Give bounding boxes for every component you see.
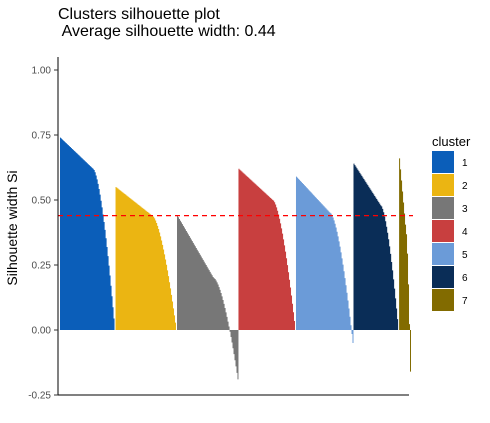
legend-key-6 <box>432 266 454 288</box>
cluster-2-bars <box>115 187 177 330</box>
chart-title: Clusters silhouette plot <box>58 6 220 23</box>
legend-label-4: 4 <box>462 227 468 238</box>
legend-label-5: 5 <box>462 250 468 261</box>
cluster-1-bars <box>60 137 116 330</box>
legend-key-4 <box>432 220 454 242</box>
cluster-5-bars <box>295 176 354 343</box>
legend-label-1: 1 <box>462 158 468 169</box>
legend-key-1 <box>432 151 454 173</box>
legend-key-7 <box>432 289 454 311</box>
cluster-4-bars <box>238 168 296 330</box>
legend-label-2: 2 <box>462 181 468 192</box>
chart-subtitle: Average silhouette width: 0.44 <box>58 23 276 40</box>
cluster-7-bars <box>399 158 411 372</box>
y-tick-label: 0.00 <box>32 326 52 337</box>
legend-key-5 <box>432 243 454 265</box>
y-tick-label: 0.50 <box>32 196 52 207</box>
legend-label-3: 3 <box>462 204 468 215</box>
legend-key-2 <box>432 174 454 196</box>
y-tick-label: -0.25 <box>28 391 51 402</box>
y-tick-label: 0.25 <box>32 261 52 272</box>
cluster-6-bars <box>353 163 400 330</box>
legend-label-7: 7 <box>462 296 468 307</box>
y-tick-label: 1.00 <box>32 66 52 77</box>
legend-key-3 <box>432 197 454 219</box>
cluster-3-bars <box>177 215 239 380</box>
legend-label-6: 6 <box>462 273 468 284</box>
legend-title: cluster <box>432 134 471 149</box>
y-tick-label: 0.75 <box>32 131 52 142</box>
